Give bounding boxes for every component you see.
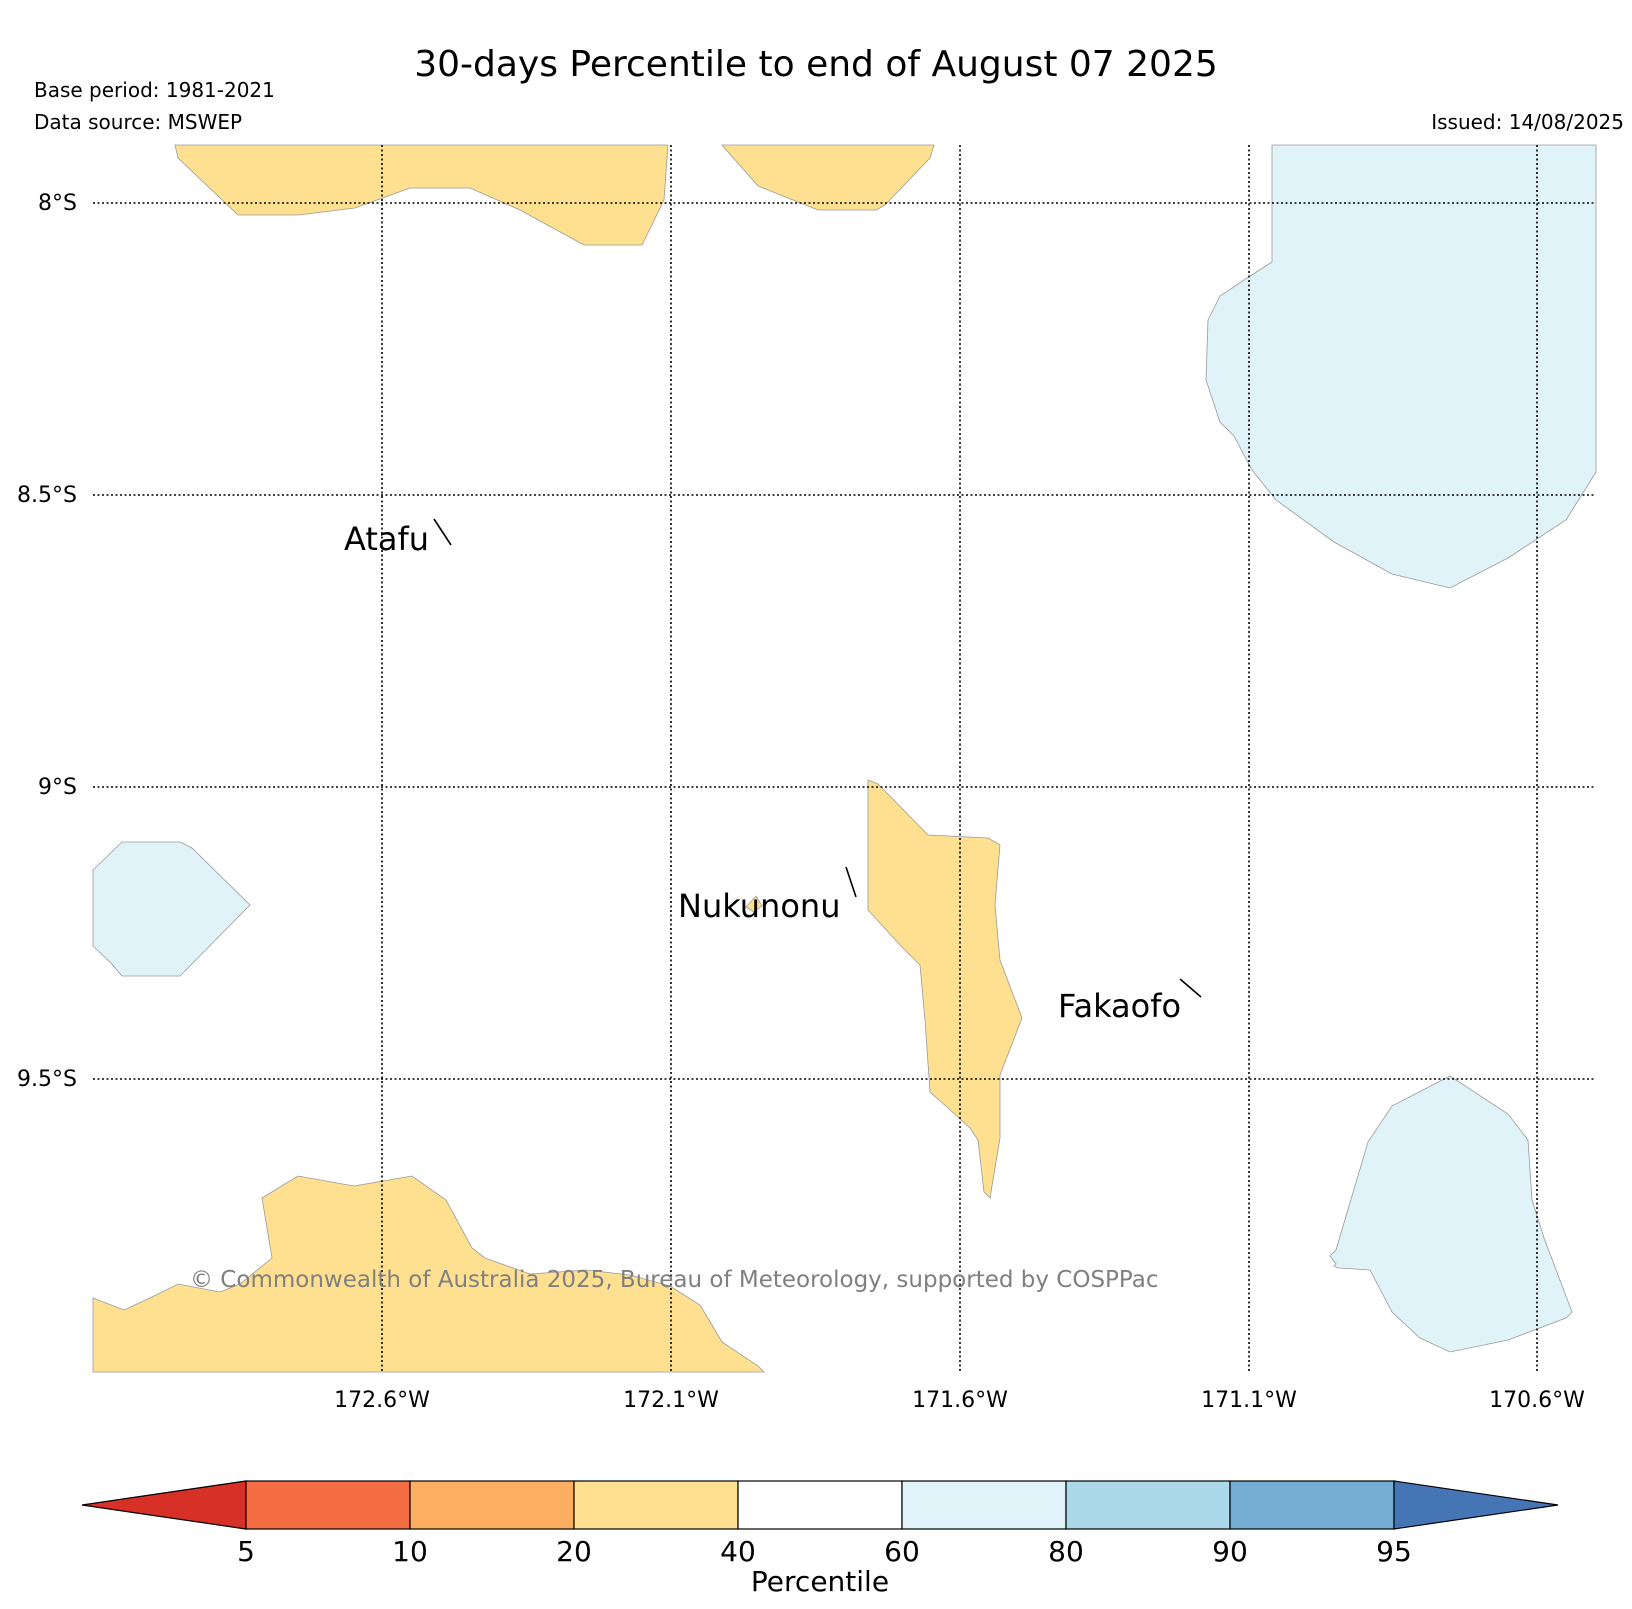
colorbar-segment — [573, 1480, 739, 1530]
lon-labels: 172.6°W 172.1°W 171.6°W 171.1°W 170.6°W — [334, 1388, 1585, 1413]
colorbar-tick: 5 — [237, 1535, 255, 1568]
shading-20-40 — [92, 144, 1023, 1373]
colorbar-over-arrow — [1393, 1480, 1559, 1530]
places: Atafu Nukunonu Fakaofo — [344, 518, 1202, 1025]
base-period: Base period: 1981-2021 — [34, 78, 275, 102]
copyright-notice: © Commonwealth of Australia 2025, Bureau… — [190, 1267, 1159, 1293]
place-label-nukunonu: Nukunonu — [678, 887, 840, 925]
colorbar-segment — [737, 1480, 903, 1530]
shading-60-80 — [92, 144, 1597, 1353]
colorbar-segment — [1229, 1480, 1395, 1530]
colorbar-under-arrow — [81, 1480, 247, 1530]
issued-date: Issued: 14/08/2025 — [1431, 110, 1624, 134]
region-center-small — [745, 895, 763, 913]
colorbar-tick: 10 — [392, 1535, 428, 1568]
place-label-atafu: Atafu — [344, 520, 429, 558]
region-north-middle — [721, 144, 935, 211]
colorbar-tick: 20 — [556, 1535, 592, 1568]
lat-label: 8.5°S — [17, 483, 77, 508]
lon-label: 171.1°W — [1201, 1388, 1297, 1413]
lat-label: 8°S — [38, 191, 77, 216]
lon-label: 171.6°W — [912, 1388, 1008, 1413]
colorbar-label: Percentile — [751, 1565, 889, 1598]
region-south — [92, 1175, 765, 1373]
colorbar-ticks: 5 10 20 40 60 80 90 95 — [237, 1535, 1412, 1568]
colorbar-tick: 40 — [720, 1535, 756, 1568]
region-east-upper — [1205, 144, 1597, 589]
lon-label: 172.6°W — [334, 1388, 430, 1413]
data-source: Data source: MSWEP — [34, 110, 243, 134]
lon-label: 172.1°W — [623, 1388, 719, 1413]
region-north-left — [174, 144, 669, 246]
colorbar-tick: 80 — [1048, 1535, 1084, 1568]
colorbar-segment — [901, 1480, 1067, 1530]
place-label-fakaofo: Fakaofo — [1058, 987, 1181, 1025]
colorbar-segment — [245, 1480, 411, 1530]
region-southeast — [1329, 1075, 1573, 1353]
colorbar-tick: 60 — [884, 1535, 920, 1568]
atoll-marker-fakaofo — [1179, 978, 1202, 998]
map-title: 30-days Percentile to end of August 07 2… — [414, 44, 1218, 85]
lat-label: 9.5°S — [17, 1067, 77, 1092]
colorbar-segment — [409, 1480, 575, 1530]
region-west-left — [92, 841, 251, 977]
colorbar-tick: 90 — [1212, 1535, 1248, 1568]
atoll-marker-nukunonu — [845, 866, 857, 898]
lon-label: 170.6°W — [1489, 1388, 1585, 1413]
colorbar-segment — [1065, 1480, 1231, 1530]
graticule — [93, 145, 1596, 1372]
colorbar — [81, 1480, 1559, 1530]
region-center — [867, 779, 1023, 1199]
lat-label: 9°S — [38, 775, 77, 800]
atoll-marker-atafu — [433, 518, 452, 546]
colorbar-tick: 95 — [1376, 1535, 1412, 1568]
lat-labels: 8°S 8.5°S 9°S 9.5°S — [17, 191, 77, 1092]
